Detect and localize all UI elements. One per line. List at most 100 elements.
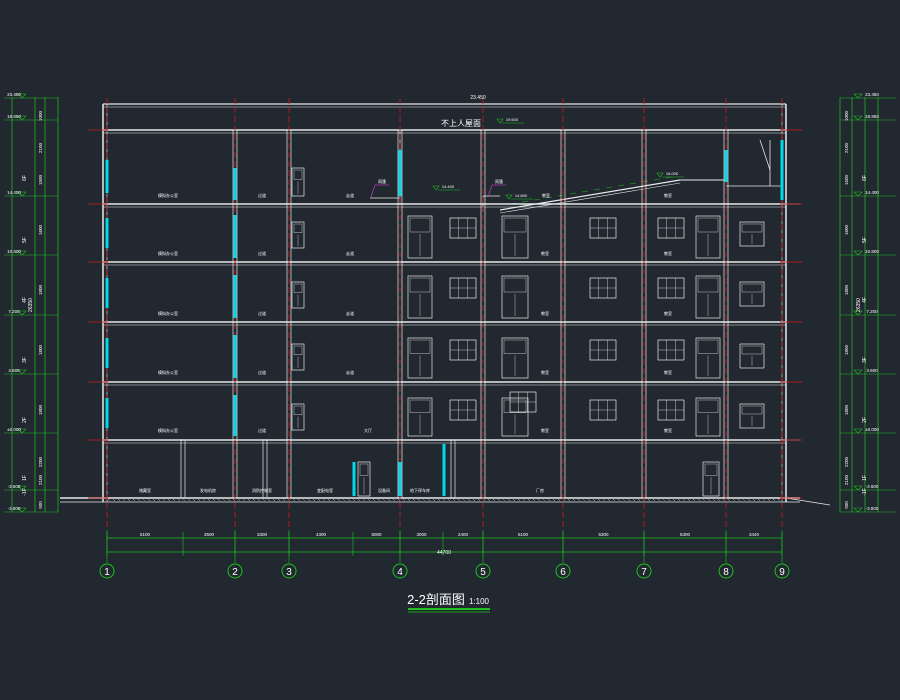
elev-triangle-left (17, 310, 27, 316)
elevation-right: 14.400 (865, 190, 879, 195)
vertical-dimension-right: 1800 (844, 404, 849, 415)
slope-mark (605, 186, 613, 189)
ground-hatch (692, 498, 696, 502)
vertical-dimension-left: 1600 (38, 224, 43, 235)
ground-hatch (462, 498, 466, 502)
elevation-right: -3.600 (866, 484, 879, 489)
ground-hatch (662, 498, 666, 502)
elev-triangle-left (17, 93, 27, 99)
ground-hatch (607, 498, 611, 502)
ground-hatch (432, 498, 436, 502)
ground-hatch (132, 498, 136, 502)
ground-hatch (557, 498, 561, 502)
glass-strip (105, 218, 109, 248)
roof-elevation: 16.000 (666, 171, 679, 176)
ground-hatch (437, 498, 441, 502)
floor-mark-right: 6F (862, 175, 868, 181)
right-parapet-diag (759, 139, 771, 171)
room-label: 教室 (664, 427, 672, 433)
top-elevation-label: 23.450 (470, 95, 486, 101)
elevation-left: 10.800 (7, 249, 21, 254)
vertical-dimension-left: 1800 (38, 404, 43, 415)
roof-elev-triangle (505, 194, 513, 200)
vertical-dimension-left: 2100 (38, 142, 43, 153)
bay-dimension: 3000 (416, 532, 427, 537)
elevation-left: 14.400 (7, 190, 21, 195)
door-axis4-panel (409, 339, 431, 354)
ground-hatch (337, 498, 341, 502)
ground-hatch (637, 498, 641, 502)
ground-hatch (657, 498, 661, 502)
axis-layer (88, 98, 802, 528)
floor-mark-right: 1F (862, 475, 868, 481)
door-axis4 (407, 275, 433, 319)
door-axis5 (501, 275, 529, 319)
ground-hatch (587, 498, 591, 502)
ground-hatch (502, 498, 506, 502)
room-label: 教室 (541, 369, 549, 375)
vertical-dimension-right: 1000 (844, 110, 849, 121)
door-axis8-panel (741, 345, 763, 355)
vertical-dimension-right: 2100 (844, 142, 849, 153)
ground-hatch (777, 498, 781, 502)
floor-mark-left: 6F (22, 175, 28, 181)
vertical-dimension-right: 1800 (844, 344, 849, 355)
ground-hatch (682, 498, 686, 502)
ground-hatch (152, 498, 156, 502)
floor-mark-right: 5F (862, 237, 868, 243)
ground-hatch (517, 498, 521, 502)
ground-hatch (222, 498, 226, 502)
door-axis4 (407, 397, 433, 437)
canopy-note: 雨篷 (495, 178, 503, 184)
ground-hatch (362, 498, 366, 502)
ground-hatch (492, 498, 496, 502)
canopy-note-leader (370, 184, 376, 198)
ground-hatch (217, 498, 221, 502)
door-axis5-panel (503, 217, 527, 233)
door-axis8 (739, 281, 765, 307)
ground-hatch (142, 498, 146, 502)
label-layer: 1 2 3 4 5 6 7 8 9 5100 3500 3300 4300 5000 3000 2400 510… (7, 92, 879, 578)
structure-layer (60, 103, 831, 506)
ground-hatch (312, 498, 316, 502)
ground-hatch (172, 498, 176, 502)
bay-dimension: 5300 (598, 532, 609, 537)
vertical-dimension-right: 1800 (844, 284, 849, 295)
glass-strip (233, 395, 237, 436)
roof-elevation: 19.500 (506, 117, 519, 122)
door-axis3-panel (293, 223, 303, 233)
ground-hatch (322, 498, 326, 502)
door-axis7-panel (697, 277, 719, 293)
ground-hatch (107, 498, 111, 502)
vertical-dimension-left: 2200 (38, 456, 43, 467)
elev-triangle-right (853, 93, 863, 99)
ground-hatch (772, 498, 776, 502)
slope-mark (545, 196, 553, 199)
vertical-dimension-right: 2200 (844, 456, 849, 467)
door-basement (357, 461, 371, 497)
glass-strip (105, 338, 109, 368)
door-top-floor-panel (293, 169, 303, 180)
ground-hatch (467, 498, 471, 502)
vertical-dimension-left: 1500 (38, 174, 43, 185)
ground-hatch (527, 498, 531, 502)
ground-hatch (327, 498, 331, 502)
ground-hatch (447, 498, 451, 502)
elev-triangle-right (853, 250, 863, 256)
room-label: 走道 (346, 250, 354, 256)
vertical-dimension-left: 900 (38, 501, 43, 509)
door-axis5 (501, 337, 529, 379)
glass-strip (780, 140, 784, 200)
ground-hatch (187, 498, 191, 502)
ground-hatch (497, 498, 501, 502)
door-axis8 (739, 343, 765, 369)
ground-hatch (232, 498, 236, 502)
vertical-dimension-right: 1500 (844, 174, 849, 185)
canopy-note-leader (487, 184, 493, 198)
roof-label: 不上人屋面 (441, 119, 481, 128)
ground-hatch (252, 498, 256, 502)
axis-bubble (636, 563, 652, 579)
ground-hatch (697, 498, 701, 502)
ground-hatch (192, 498, 196, 502)
room-label: 过道 (258, 369, 266, 375)
